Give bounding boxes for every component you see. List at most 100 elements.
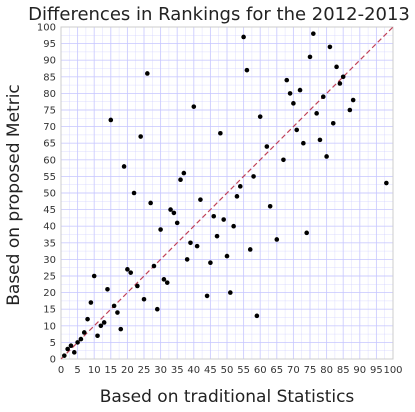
data-point <box>224 253 230 259</box>
y-tick-label: 95 <box>43 39 56 50</box>
data-point <box>65 346 70 352</box>
y-tick-label: 65 <box>43 139 56 150</box>
data-point <box>115 310 120 315</box>
y-tick-labels: 0 5 10 15 20 25 30 35 40 45 50 55 60 65 70 75 80 85 90 95 10… <box>37 23 56 366</box>
data-point <box>174 220 180 226</box>
data-point <box>141 296 147 302</box>
data-point <box>297 87 303 93</box>
y-tick-label: 60 <box>43 155 56 166</box>
data-point <box>85 316 90 322</box>
x-tick-label: 60 <box>254 365 267 376</box>
y-tick-label: 0 <box>50 355 56 366</box>
chart-title: Differences in Rankings for the 2012-201… <box>28 4 410 25</box>
x-tick-label: 90 <box>353 365 366 376</box>
x-tick-label: 30 <box>154 365 167 376</box>
data-point <box>251 174 256 179</box>
data-point <box>178 177 183 183</box>
data-point <box>234 194 240 199</box>
plot-area-frame <box>60 26 394 360</box>
y-tick-label: 100 <box>37 23 56 34</box>
data-point <box>204 293 210 299</box>
x-tick-label: 95 <box>370 365 383 376</box>
data-point <box>81 330 87 335</box>
x-tick-label: 65 <box>270 365 283 376</box>
data-point <box>105 286 110 292</box>
x-tick-label: 70 <box>287 365 300 376</box>
data-point <box>264 144 270 149</box>
data-point <box>257 114 263 119</box>
y-axis-label: Based on proposed Metric <box>4 84 24 306</box>
grid-lines <box>60 26 394 360</box>
data-point <box>324 154 329 159</box>
data-point <box>241 34 246 40</box>
y-tick-label: 70 <box>43 122 56 133</box>
data-point <box>158 227 163 232</box>
data-point <box>75 340 80 345</box>
data-point <box>330 120 336 126</box>
data-point <box>91 273 97 279</box>
data-point <box>128 270 134 275</box>
x-tick-label: 80 <box>320 365 333 376</box>
y-tick-label: 50 <box>43 189 56 200</box>
data-point <box>274 237 280 242</box>
x-tick-label: 20 <box>121 365 134 376</box>
data-point <box>294 127 300 133</box>
data-point <box>311 31 316 36</box>
data-point <box>340 74 346 80</box>
data-point <box>95 333 100 339</box>
data-points <box>62 31 389 358</box>
data-point <box>154 306 160 312</box>
x-tick-label: 15 <box>104 365 117 376</box>
x-tick-label: 75 <box>304 365 317 376</box>
data-point <box>221 217 226 222</box>
data-point <box>171 210 177 216</box>
diagonal-reference-line <box>60 26 394 360</box>
data-point <box>317 137 323 143</box>
data-point <box>164 280 170 285</box>
data-point <box>111 303 117 309</box>
data-point <box>151 263 157 269</box>
y-tick-label: 85 <box>43 72 56 83</box>
data-point <box>231 223 236 229</box>
y-tick-label: 75 <box>43 106 56 117</box>
data-point <box>168 207 173 212</box>
data-point <box>211 213 217 219</box>
x-tick-label: 100 <box>383 365 402 376</box>
data-point <box>145 71 150 76</box>
x-tick-label: 55 <box>237 365 250 376</box>
data-point <box>181 170 187 176</box>
data-point <box>284 77 290 83</box>
data-point <box>304 230 309 236</box>
data-point <box>337 81 343 86</box>
data-point <box>78 336 84 342</box>
y-tick-label: 20 <box>43 288 56 299</box>
data-point <box>131 190 137 196</box>
data-point <box>135 283 140 289</box>
data-point <box>384 180 389 186</box>
data-point <box>301 140 306 146</box>
x-tick-label: 85 <box>337 365 350 376</box>
x-tick-label: 40 <box>187 365 200 376</box>
y-tick-label: 35 <box>43 238 56 249</box>
y-tick-label: 55 <box>43 172 56 183</box>
data-point <box>125 267 130 272</box>
data-point <box>88 300 94 305</box>
data-point <box>71 350 77 355</box>
data-point <box>101 320 107 325</box>
x-axis-label: Based on traditional Statistics <box>100 387 355 407</box>
data-point <box>188 240 193 246</box>
data-point <box>161 277 167 282</box>
data-point <box>247 247 253 252</box>
data-point <box>291 101 296 106</box>
y-tick-label: 25 <box>43 272 56 283</box>
data-point <box>108 117 114 123</box>
x-tick-label: 5 <box>74 365 80 376</box>
data-point <box>254 313 260 319</box>
data-point <box>314 111 319 116</box>
data-point <box>62 353 67 358</box>
y-tick-label: 15 <box>43 305 56 316</box>
x-tick-label: 35 <box>171 365 184 376</box>
data-point <box>198 197 203 202</box>
